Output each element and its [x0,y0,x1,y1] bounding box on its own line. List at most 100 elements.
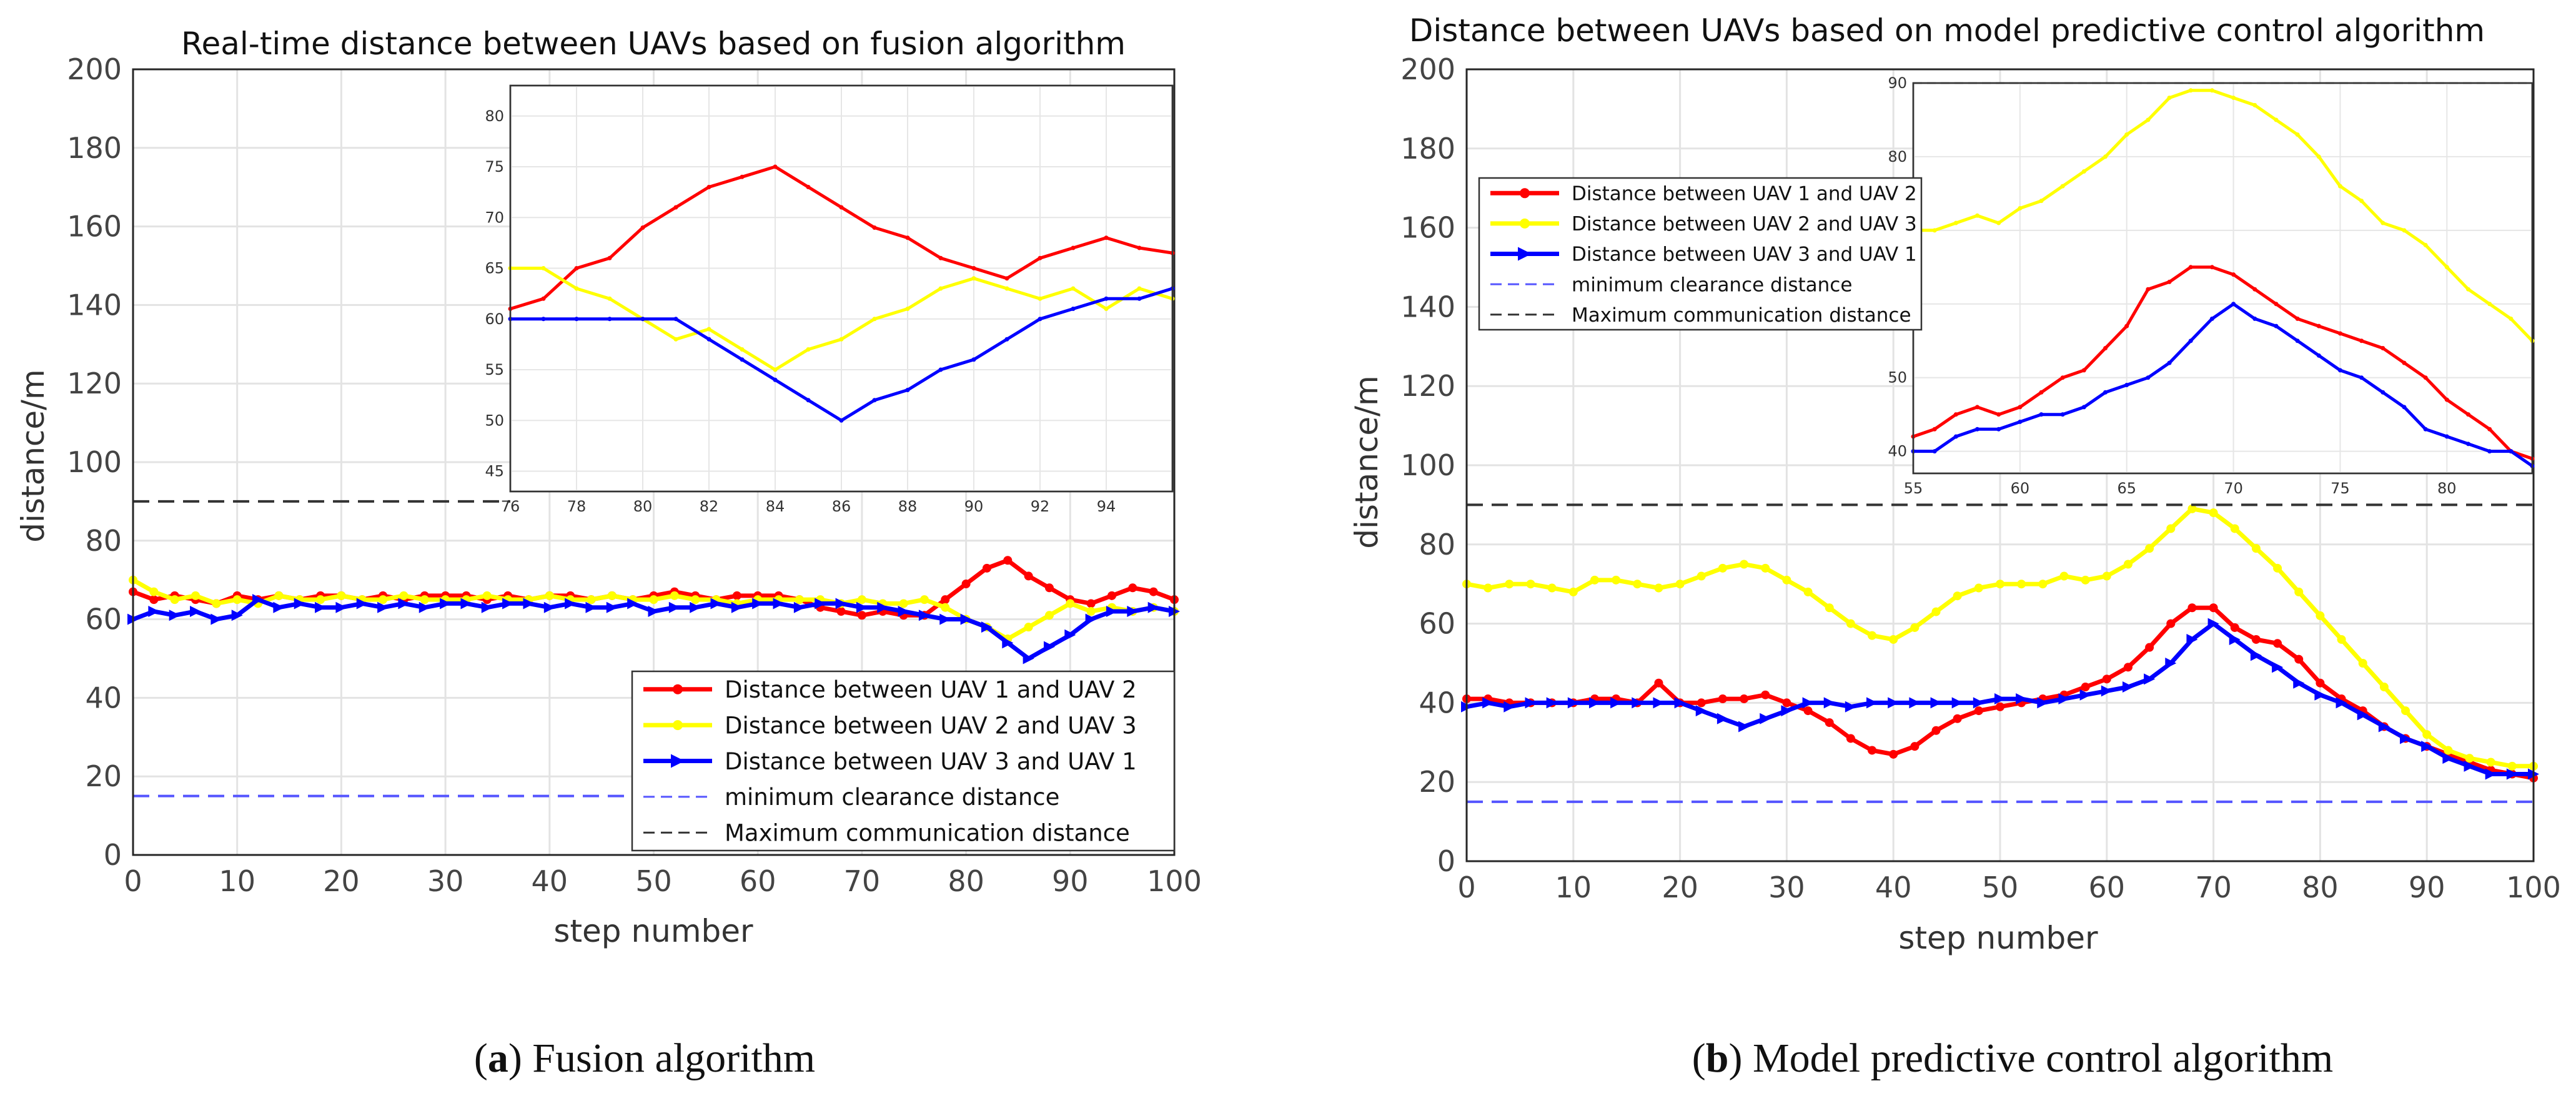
chart-b-ytick-label: 80 [1419,528,1455,561]
chart-a-xtick-label: 90 [1052,864,1089,898]
chart-b-series-0-point [1996,702,2004,711]
chart-a-series-2-point [585,601,597,613]
chart-b-xtick-label: 100 [2506,871,2561,904]
chart-b-inset-series-2-point [2337,368,2342,373]
chart-a-series-2-point [440,598,452,610]
chart-b-series-0-point [1740,694,1749,704]
chart-b-series-2-point [2400,733,2412,744]
chart-a-series-2-point [1085,613,1097,625]
chart-b-inset-series-1-point [2274,117,2279,122]
chart-a-ytick-label: 120 [67,367,122,400]
chart-b-series-2-point [2314,689,2326,701]
chart-a-inset-series-2-point [1104,296,1109,301]
chart-a-inset-series-0-point [839,205,844,210]
chart-b-series-2-point [1888,697,1900,709]
chart-a-inset-series-0-point [1104,235,1109,240]
chart-b-series-1-point [1868,631,1877,640]
chart-b-inset-series-1-point [2423,242,2428,247]
chart-a-series-0-point [1086,599,1096,608]
chart-b-series-2-point [1866,697,1878,709]
chart-a-inset-series-2-point [541,317,546,322]
chart-b-inset-ytick-label: 90 [1888,74,1907,92]
chart-a-series-2-point [918,610,930,621]
chart-b-series-1-point [1612,575,1621,585]
chart-a-series-0-point [1128,583,1137,593]
chart-b-inset-ytick-label: 40 [1888,443,1907,460]
chart-a-inset-series-1-point [1038,296,1043,301]
chart-a-inset-series-1-point [773,367,778,372]
chart-b-series-1-point [2444,746,2453,755]
chart-b-inset-series-2-point [2231,302,2236,307]
chart-b-inset-series-1-point [2060,184,2065,189]
chart-b-inset-series-0-point [1932,427,1937,432]
chart-a-inset-series-0-point [1071,245,1076,250]
chart-b-inset-series-0-point [2252,287,2257,292]
chart-a-series-0-point [982,563,991,573]
chart-a-series-2-point [710,598,722,610]
chart-b-series-1-point [2230,524,2239,533]
chart-a-inset-series-1-point [806,347,811,352]
chart-b-inset-series-0-point [2274,302,2279,307]
chart-b-series-0-point [1868,746,1877,755]
chart-b-inset-series-1-point [2146,117,2151,122]
chart-b-series-1-point [2017,580,2026,589]
caption-b: (b) Model predictive control algorithm [1692,1035,2333,1081]
chart-b-inset-series-0-point [2465,412,2470,417]
chart-b-series-0-point [1718,694,1727,704]
chart-a-ytick-label: 100 [67,445,122,479]
chart-b-series-2-point [2485,768,2497,780]
chart-a-series-0-point [1003,556,1013,565]
chart-b-inset-series-2-point [2209,316,2214,321]
chart-a: 0 10 20 30 40 50 60 70 80 90 100 0 20 40 60 80 100 120 140… [67,52,1202,898]
chart-b-inset-series-0-point [2167,279,2172,284]
chart-a-series-1-point [1066,599,1075,608]
chart-b-series-1-point [2059,571,2069,581]
chart-a-series-2-point [460,598,472,610]
chart-a-inset-series-2-point [1038,317,1043,322]
chart-a-inset-series-0-point [938,255,943,260]
chart-a-inset-series-0-point [673,205,678,210]
chart-a-inset-xtick-label: 86 [832,498,851,515]
chart-b-inset-series-2-point [1996,427,2001,432]
chart-b-series-1-point [2166,524,2176,533]
chart-b-inset-series-1-point [2081,169,2086,174]
chart-a-series-2-point [939,613,951,625]
chart-b-ytick-label: 60 [1419,607,1455,641]
chart-b-series-2-point [1845,701,1856,713]
chart-b-series-2-point [2037,697,2049,709]
chart-b-inset-series-0-point [1975,405,1980,410]
chart-b-inset-ytick-label: 80 [1888,148,1907,165]
chart-b-series-2-point [1823,697,1835,709]
chart-a-legend-label-2: Distance between UAV 3 and UAV 1 [725,748,1137,775]
chart-a-series-1-point [191,591,201,600]
chart-b-series-1-point [2187,504,2197,513]
chart-b-inset-series-2-point [2252,316,2257,321]
chart-a-inset-ytick-label: 50 [485,412,504,429]
chart-b-inset-series-1-point [2231,96,2236,101]
chart-b-series-2-point [2058,693,2070,705]
chart-a-series-2-point [960,613,972,625]
chart-a-series-2-point [211,613,222,625]
chart-a-series-2-point [252,594,264,606]
chart-b-series-2-point [2144,673,2156,685]
chart-b-series-2-point [2506,768,2518,780]
chart-a-xtick-label: 20 [323,864,360,898]
chart-b-series-1-point [1782,575,1791,585]
chart-b-xtick-label: 70 [2195,871,2232,904]
chart-a-series-2-point [1043,641,1055,653]
chart-b-inset-ytick-label: 50 [1888,369,1907,387]
chart-b-series-2-point [2229,633,2241,645]
chart-a-inset-series-1-point [938,286,943,291]
chart-b-inset-series-0-point [2380,346,2385,351]
chart-a-inset-series-0-point [1038,255,1043,260]
chart-b-series-2-point [1738,721,1750,733]
chart-a-series-1-point [899,599,908,608]
chart-b-series-0-point [2230,623,2239,632]
chart-b-xtick-label: 20 [1662,871,1698,904]
chart-b-inset-series-2-point [2444,434,2449,439]
chart-a-inset-series-0-point [1004,276,1009,281]
chart-b-series-2-point [2207,618,2219,629]
chart-b-series-2-point [2250,649,2262,661]
chart-b-series-2-point [1588,697,1600,709]
chart-a-inset-series-0-point [640,225,645,230]
